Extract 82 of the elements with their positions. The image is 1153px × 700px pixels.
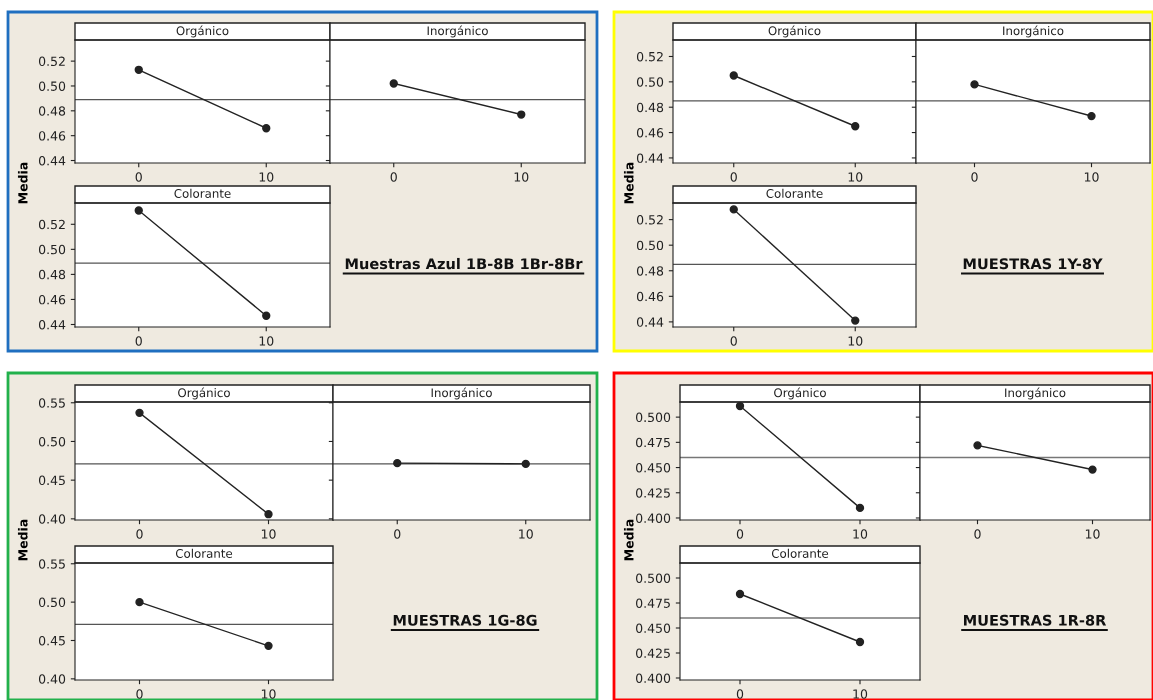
x-tick-label: 0 — [135, 172, 142, 182]
y-tick-label: 0.425 — [636, 488, 670, 498]
chart-title: Inorgánico — [431, 387, 492, 400]
chart-title: Inorgánico — [1005, 387, 1066, 400]
chart-title: Orgánico — [774, 387, 826, 400]
y-tick-label: 0.400 — [636, 513, 671, 523]
y-tick-label: 0.450 — [636, 623, 671, 633]
x-tick-label: 10 — [1084, 172, 1099, 182]
x-tick-label: 0 — [136, 529, 143, 539]
chart-title: Orgánico — [176, 25, 229, 38]
text: Muestras Azul 1B-8B 1Br-8Br — [345, 257, 583, 270]
y-tick-label: 0.46 — [636, 128, 664, 138]
y-tick-label: 0.500 — [636, 573, 671, 583]
y-tick-label: 0.48 — [636, 102, 664, 113]
y-tick-label: 0.48 — [38, 106, 66, 116]
chart-title: Colorante — [766, 188, 823, 198]
y-tick-label: 0.400 — [636, 673, 671, 683]
x-tick-label: 10 — [519, 529, 533, 539]
y-tick-label: 0.50 — [38, 436, 66, 447]
y-tick-label: 0.44 — [38, 319, 66, 330]
y-tick-label: 0.50 — [636, 77, 664, 87]
x-tick-label: 10 — [514, 172, 529, 182]
y-tick-label: 0.40 — [38, 674, 66, 684]
y-tick-label: 0.500 — [636, 412, 671, 423]
x-tick-label: 0 — [736, 529, 744, 539]
x-tick-label: 0 — [974, 529, 981, 539]
chart-title: Colorante — [174, 188, 231, 198]
x-tick-label: 0 — [394, 529, 401, 539]
chart-title: Colorante — [175, 548, 233, 558]
y-tick-label: 0.45 — [38, 635, 65, 646]
y-tick-label: 0.450 — [636, 463, 671, 473]
y-tick-label: 0.425 — [636, 648, 670, 658]
x-tick-label: 10 — [259, 336, 274, 346]
y-tick-label: 0.50 — [38, 244, 66, 255]
y-axis-title: Media — [17, 519, 28, 561]
chart-title: Inorgánico — [1003, 25, 1064, 38]
y-tick-label: 0.52 — [636, 51, 663, 62]
y-tick-label: 0.44 — [636, 153, 664, 163]
chart-title: Inorgánico — [427, 25, 488, 38]
text: MUESTRAS 1R-8R — [964, 614, 1107, 626]
y-tick-label: 0.475 — [636, 598, 670, 608]
x-tick-label: 0 — [135, 336, 142, 346]
x-tick-label: 0 — [390, 172, 397, 182]
y-tick-label: 0.50 — [38, 597, 66, 608]
x-tick-label: 0 — [736, 689, 744, 699]
y-tick-label: 0.52 — [38, 219, 65, 230]
y-tick-label: 0.48 — [636, 266, 664, 276]
chart-title: Orgánico — [178, 387, 230, 400]
x-tick-label: 10 — [853, 529, 868, 539]
x-tick-label: 10 — [261, 689, 276, 699]
x-tick-label: 0 — [730, 336, 737, 346]
y-tick-label: 0.475 — [636, 437, 670, 448]
x-tick-label: 10 — [848, 336, 863, 346]
y-tick-label: 0.52 — [38, 56, 65, 67]
y-tick-label: 0.40 — [38, 514, 66, 524]
x-tick-label: 0 — [136, 689, 143, 699]
x-tick-label: 10 — [853, 689, 868, 699]
y-tick-label: 0.55 — [38, 559, 65, 569]
y-tick-label: 0.46 — [636, 291, 664, 302]
y-tick-label: 0.44 — [636, 317, 664, 327]
text: MUESTRAS 1G-8G — [393, 614, 537, 626]
y-axis-title: Media — [623, 519, 634, 561]
y-tick-label: 0.52 — [636, 215, 663, 225]
chart-title: Colorante — [771, 548, 829, 558]
chart-title: Orgánico — [768, 25, 821, 38]
y-tick-label: 0.46 — [38, 131, 66, 141]
x-tick-label: 0 — [730, 172, 737, 182]
text: MUESTRAS 1Y-8Y — [963, 258, 1103, 270]
y-tick-label: 0.48 — [38, 269, 66, 280]
x-tick-label: 10 — [848, 172, 863, 182]
x-tick-label: 10 — [1085, 529, 1100, 539]
x-tick-label: 10 — [259, 172, 274, 182]
y-axis-title: Media — [623, 162, 634, 204]
y-tick-label: 0.44 — [38, 155, 66, 166]
x-tick-label: 10 — [261, 529, 276, 539]
y-axis-title: Media — [17, 162, 28, 204]
y-tick-label: 0.55 — [38, 398, 65, 408]
x-tick-label: 0 — [971, 172, 978, 182]
y-tick-label: 0.46 — [38, 294, 66, 305]
y-tick-label: 0.50 — [636, 240, 664, 251]
y-tick-label: 0.50 — [38, 81, 66, 91]
y-tick-label: 0.45 — [38, 475, 65, 486]
